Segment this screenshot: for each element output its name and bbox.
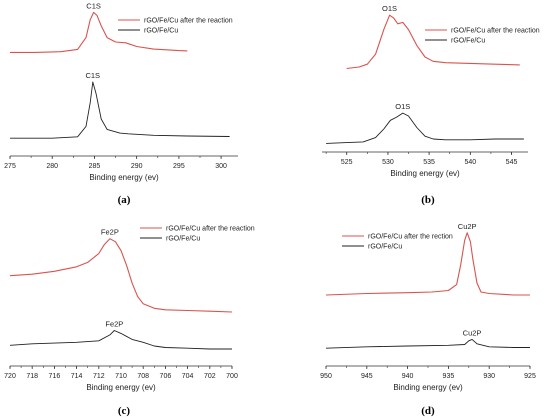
x-tick-label: 545 (506, 159, 518, 166)
x-tick-label: 704 (182, 373, 194, 380)
x-tick-label: 925 (524, 373, 536, 380)
panel-a-caption: (a) (118, 194, 131, 206)
peak-label: Cu2P (463, 328, 482, 337)
legend-label: rGO/Fe/Cu after the reaction (144, 18, 233, 25)
x-tick-label: 300 (215, 163, 227, 170)
x-tick-label: 935 (443, 373, 455, 380)
x-tick-label: 716 (49, 373, 61, 380)
panel-b-caption: (b) (421, 194, 435, 206)
x-tick-label: 525 (341, 159, 353, 166)
series-line-after-reaction (10, 11, 188, 53)
series-line-after-reaction (346, 14, 520, 70)
x-tick-label: 945 (361, 373, 373, 380)
panel-c-plot: 720 718 716 714 712 710 708 706 704 702 700 Binding… (4, 226, 255, 393)
legend-label: rGO/Fe/Cu after the rection (368, 234, 453, 241)
x-tick-label: 930 (483, 373, 495, 380)
panel-c: 720 718 716 714 712 710 708 706 704 702 700 Binding… (4, 226, 255, 418)
peak-label: Cu2P (458, 222, 477, 231)
x-tick-label: 535 (423, 159, 435, 166)
x-tick-label: 714 (71, 373, 83, 380)
x-tick-label: 706 (160, 373, 172, 380)
series-line-pristine (325, 338, 530, 349)
series-line-pristine (10, 81, 230, 139)
x-tick-label: 295 (173, 163, 185, 170)
x-tick-label: 950 (320, 373, 332, 380)
legend-label: rGO/Fe/Cu (368, 244, 402, 251)
panel-a-plot: 275 280 285 290 295 300 Binding energy (ev) C1S… (4, 1, 238, 182)
x-axis-title: Binding energy (ev) (86, 383, 156, 392)
panel-d: 950 945 940 935 930 925 Binding energy (ev) Cu2… (320, 222, 536, 417)
panel-d-caption: (d) (421, 405, 435, 417)
x-tick-label: 700 (226, 373, 238, 380)
x-tick-label: 710 (115, 373, 127, 380)
peak-label: O1S (382, 4, 397, 13)
panel-b: 525 530 535 540 545 Binding energy (ev) O1S O1S… (322, 4, 540, 206)
panel-a: 275 280 285 290 295 300 Binding energy (ev) C1S… (4, 1, 238, 206)
legend-label: rGO/Fe/Cu after the reaction (166, 226, 255, 233)
x-tick-label: 702 (204, 373, 216, 380)
peak-label: O1S (395, 102, 410, 111)
panel-b-plot: 525 530 535 540 545 Binding energy (ev) O1S O1S… (322, 4, 540, 178)
x-tick-label: 540 (464, 159, 476, 166)
x-axis-title: Binding energy (ev) (89, 173, 159, 182)
panel-d-plot: 950 945 940 935 930 925 Binding energy (ev) Cu2… (320, 222, 536, 392)
peak-label: C1S (85, 71, 100, 80)
x-tick-label: 712 (93, 373, 105, 380)
legend-label: rGO/Fe/Cu (166, 236, 200, 243)
x-tick-label: 718 (26, 373, 38, 380)
x-tick-label: 708 (137, 373, 149, 380)
peak-label: Fe2P (101, 228, 119, 237)
x-tick-label: 285 (89, 163, 101, 170)
x-tick-label: 530 (382, 159, 394, 166)
x-tick-label: 290 (131, 163, 143, 170)
legend-label: rGO/Fe/Cu after the reaction (451, 28, 540, 35)
legend-label: rGO/Fe/Cu (144, 28, 178, 35)
panel-c-caption: (c) (118, 405, 131, 417)
x-axis-title: Binding energy (ev) (390, 169, 460, 178)
peak-label: Fe2P (105, 319, 123, 328)
series-line-pristine (9, 330, 232, 350)
series-line-pristine (326, 112, 524, 144)
x-tick-label: 720 (4, 373, 16, 380)
series-line-after-reaction (9, 238, 233, 313)
series-line-after-reaction (325, 232, 530, 296)
x-axis-title: Binding energy (ev) (393, 383, 463, 392)
x-tick-label: 280 (46, 163, 58, 170)
x-tick-label: 940 (402, 373, 414, 380)
x-tick-label: 275 (4, 163, 16, 170)
legend-label: rGO/Fe/Cu (451, 38, 485, 45)
peak-label: C1S (86, 1, 101, 10)
